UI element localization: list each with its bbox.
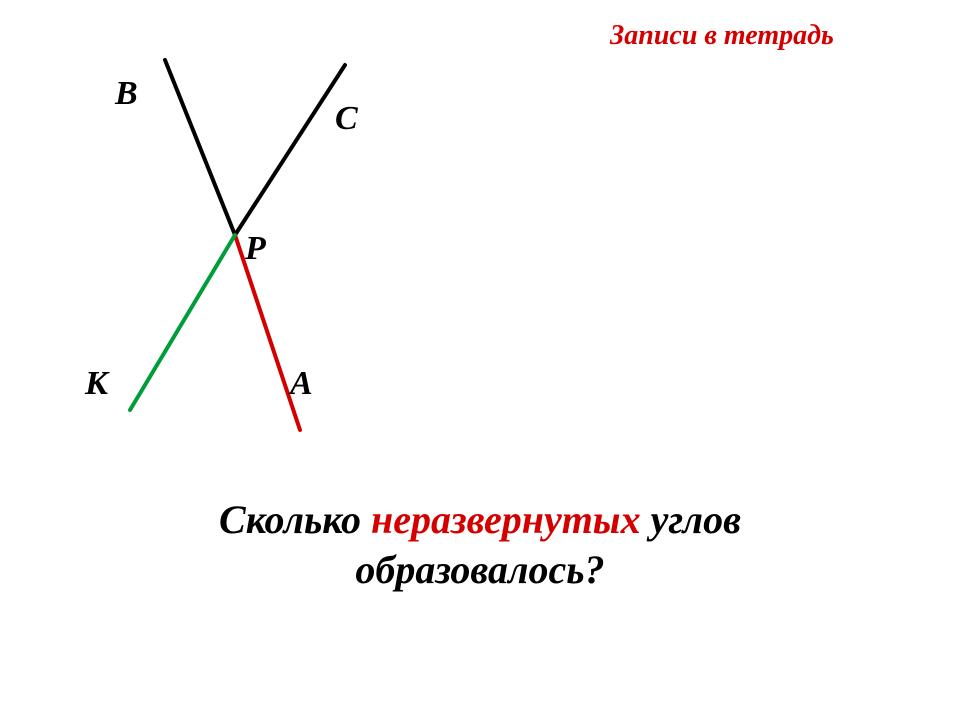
- slide-stage: Записи в тетрадь ВСРКА Сколько неразверн…: [0, 0, 960, 720]
- line-CK-half1: [235, 65, 345, 235]
- label-A: А: [290, 365, 313, 403]
- question-prefix: Сколько: [219, 497, 371, 542]
- question-suffix1: углов: [641, 497, 741, 542]
- intersection-diagram: [0, 0, 960, 720]
- label-K: К: [85, 365, 108, 403]
- label-C: С: [335, 100, 358, 138]
- question-line2: образовалось?: [355, 547, 604, 592]
- question-emphasis: неразвернутых: [371, 497, 641, 542]
- question-text: Сколько неразвернутых углов образовалось…: [120, 495, 840, 595]
- line-BA-half1: [165, 60, 235, 235]
- label-P: Р: [245, 230, 266, 268]
- line-CK-half2: [130, 235, 235, 410]
- label-B: В: [115, 75, 138, 113]
